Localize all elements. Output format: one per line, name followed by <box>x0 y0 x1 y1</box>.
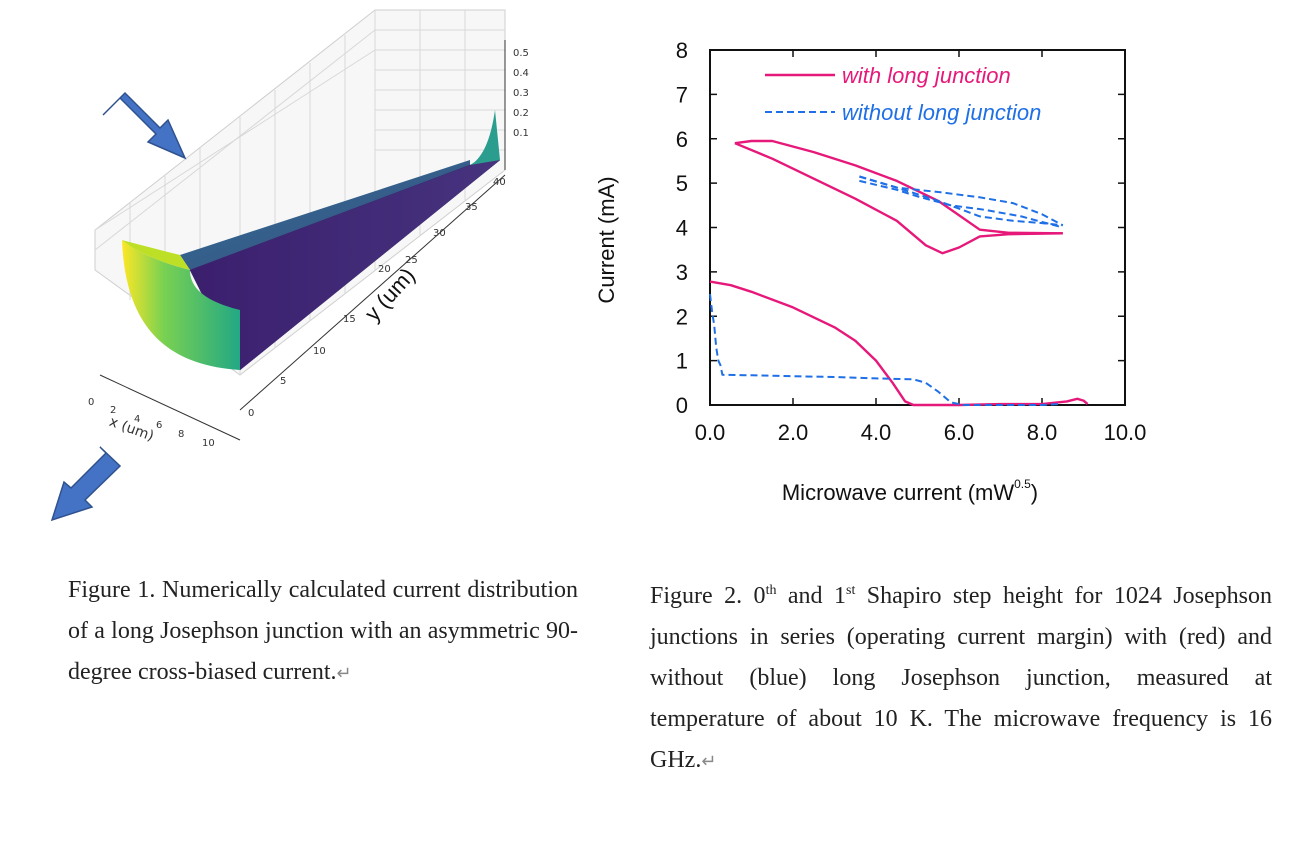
series-line-without-long-junction <box>709 293 1059 406</box>
current-in-arrow <box>102 91 187 160</box>
superscript: th <box>765 583 777 598</box>
current-out-arrow <box>50 446 122 522</box>
y-tick-label: 20 <box>378 264 391 275</box>
figure-2-caption: Figure 2. 0th and 1st Shapiro step heigh… <box>650 570 1272 782</box>
series-line-with-long-junction <box>734 142 1063 255</box>
x-tick-label: 8.0 <box>1027 420 1058 445</box>
paragraph-mark: ↵ <box>336 663 352 683</box>
y-tick-label: 8 <box>676 38 688 63</box>
y-tick-label: 40 <box>493 177 506 188</box>
y-tick-label: 0 <box>248 408 254 419</box>
surface-front-wall <box>122 240 240 370</box>
y-tick-label: 35 <box>465 202 478 213</box>
surface-front-wall-top <box>122 240 190 270</box>
y-tick-label: 25 <box>405 255 418 266</box>
superscript: st <box>846 583 856 598</box>
y-tick-label: 5 <box>676 171 688 196</box>
y-tick-label: 4 <box>676 216 688 241</box>
y-tick-label: 1 <box>676 349 688 374</box>
legend-label: with long junction <box>842 63 1011 88</box>
y-tick-label: 7 <box>676 82 688 107</box>
x-tick-label: 6 <box>156 420 162 431</box>
x-tick-label: 4.0 <box>861 420 892 445</box>
x-tick-label: 8 <box>178 429 184 440</box>
y-tick-label: 2 <box>676 304 688 329</box>
x-tick-label: 10 <box>202 438 215 449</box>
series-line-without-long-junction <box>859 179 1064 229</box>
chart-x-axis-label: Microwave current (mW0.5) <box>782 477 1038 505</box>
chart-area: 0.0 2.0 4.0 6.0 8.0 10.0 0 1 2 3 4 5 6 7 8 with long ju… <box>676 38 1147 445</box>
figure-1-surface-plot: 0.5 0.4 0.3 0.2 0.1 0 5 10 15 20 25 30 3… <box>50 9 529 522</box>
y-tick-label: 30 <box>433 228 446 239</box>
y-tick-label: 10 <box>313 346 326 357</box>
z-tick-label: 0.2 <box>513 108 529 119</box>
z-axis: 0.5 0.4 0.3 0.2 0.1 <box>504 40 529 170</box>
chart-y-axis-label: Current (mA) <box>594 176 619 303</box>
figure-2-caption-text: Shapiro step height for 1024 Josephson j… <box>650 583 1272 773</box>
y-tick-label: 6 <box>676 127 688 152</box>
y-tick-label: 0 <box>676 393 688 418</box>
z-tick-label: 0.5 <box>513 48 529 59</box>
surface-back-wall <box>180 160 470 270</box>
y-tick-label: 5 <box>280 376 286 387</box>
y-tick-label: 15 <box>343 314 356 325</box>
paragraph-mark: ↵ <box>701 751 717 771</box>
legend-label: without long junction <box>842 100 1041 125</box>
y-tick-label: 3 <box>676 260 688 285</box>
figure-2-caption-text: and 1 <box>776 583 846 609</box>
surface-right-edge <box>470 110 500 165</box>
z-tick-label: 0.4 <box>513 68 529 79</box>
series-line-with-long-junction <box>709 280 1089 407</box>
x-tick-label: 4 <box>134 414 140 425</box>
series-line-without-long-junction <box>859 175 1063 227</box>
x-axis-label: x (um) <box>107 414 156 445</box>
x-tick-label: 10.0 <box>1104 420 1147 445</box>
figure-1-caption: Figure 1. Numerically calculated current… <box>68 570 578 694</box>
x-tick-label: 2.0 <box>778 420 809 445</box>
x-tick-label: 2 <box>110 405 116 416</box>
figure-2-caption-text: Figure 2. 0 <box>650 583 766 609</box>
figure-2-chart: 0.0 2.0 4.0 6.0 8.0 10.0 0 1 2 3 4 5 6 7 8 with long ju… <box>594 38 1147 505</box>
x-tick-label: 0 <box>88 397 94 408</box>
figure-1-caption-text: Figure 1. Numerically calculated current… <box>68 577 578 685</box>
z-tick-label: 0.3 <box>513 88 529 99</box>
series-line-with-long-junction <box>734 139 1063 235</box>
z-tick-label: 0.1 <box>513 128 529 139</box>
x-tick-label: 6.0 <box>944 420 975 445</box>
x-tick-label: 0.0 <box>695 420 726 445</box>
x-axis: 0 2 4 6 8 10 x (um) <box>88 374 241 449</box>
